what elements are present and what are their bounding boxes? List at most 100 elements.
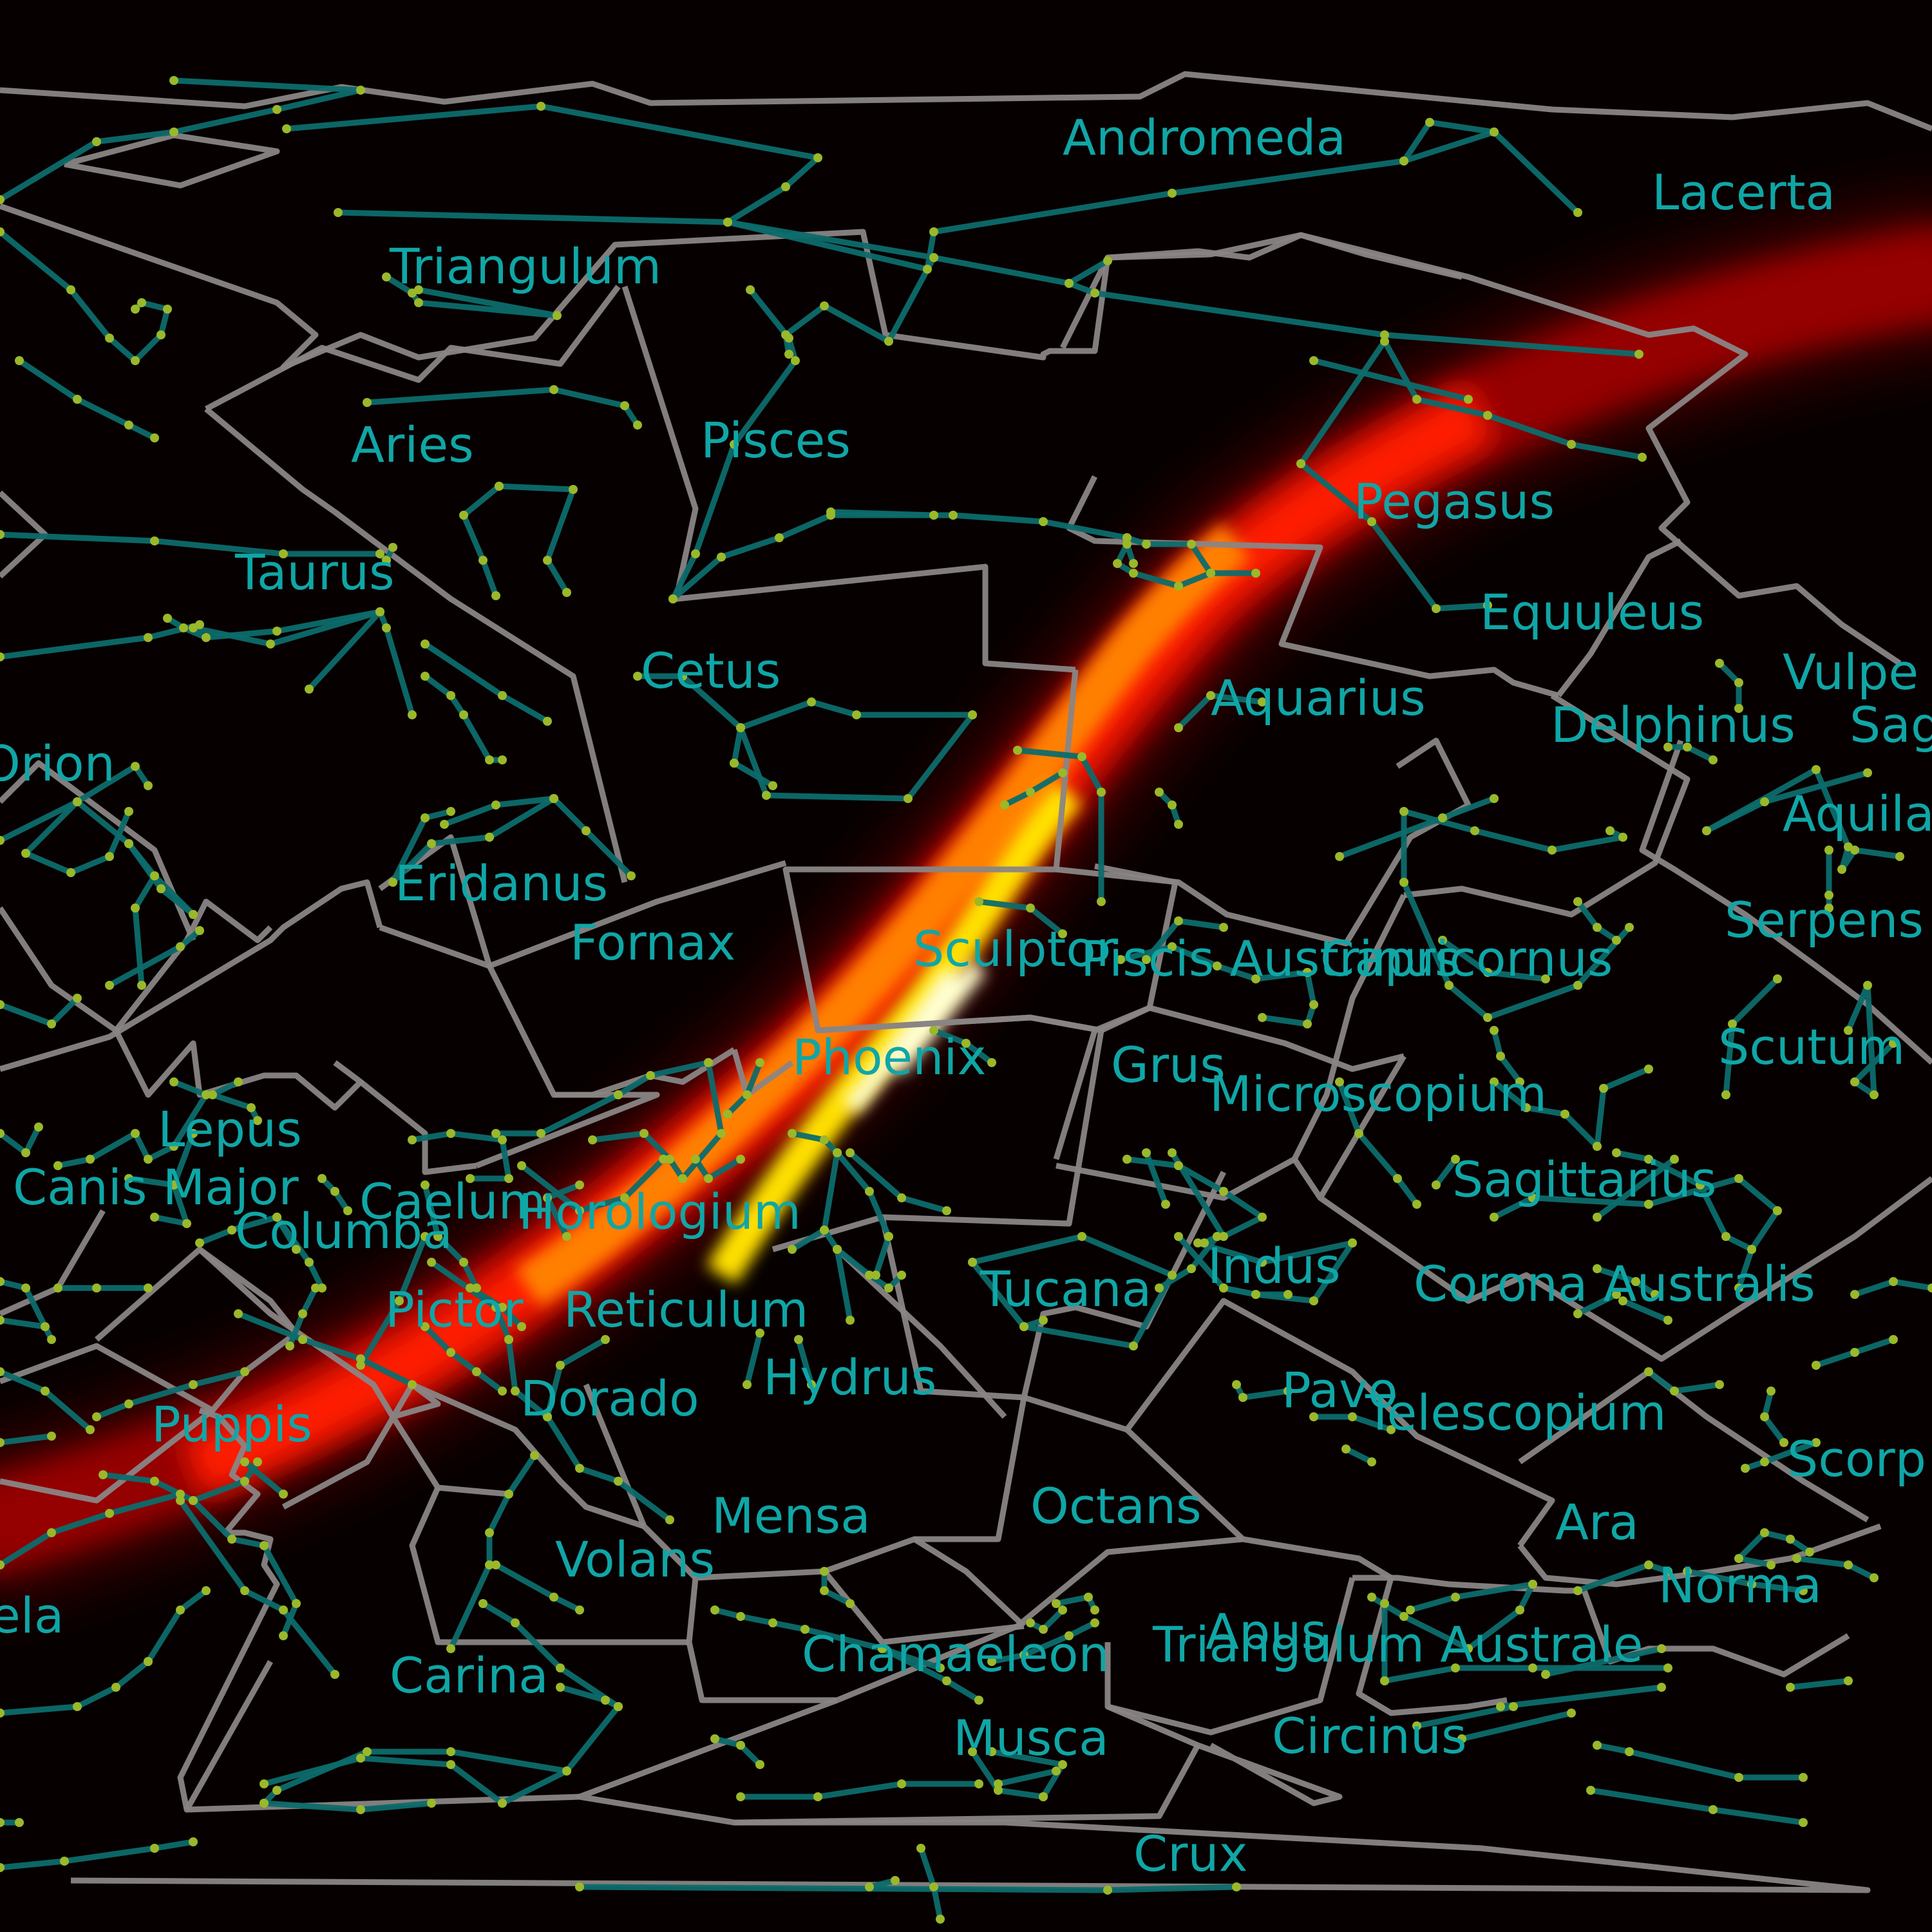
star-dot	[0, 1277, 5, 1286]
star-dot	[511, 1387, 520, 1396]
star-dot	[446, 807, 455, 816]
star-dot	[253, 1116, 262, 1125]
star-dot	[1734, 1554, 1743, 1563]
star-dot	[784, 334, 793, 343]
star-dot	[498, 1799, 507, 1808]
stick-figure-line	[989, 1620, 1098, 1665]
star-dot	[1251, 1290, 1260, 1299]
label-grus: Grus	[1111, 1036, 1226, 1094]
star-dot	[1850, 846, 1859, 855]
boundary-line	[1066, 475, 1560, 699]
stick-figure-line	[737, 699, 976, 731]
star-dot	[1870, 1090, 1879, 1099]
stick-figure-line	[1433, 1156, 1459, 1188]
stick-figure-line	[0, 229, 171, 364]
boundary-line	[621, 285, 1076, 673]
star-dot	[202, 1586, 211, 1595]
boundary-line	[204, 285, 621, 412]
star-dot	[936, 1915, 945, 1924]
star-dot	[994, 1786, 1003, 1795]
star-dot	[0, 836, 5, 845]
label-carina: Carina	[390, 1647, 549, 1704]
stick-figure-line	[1594, 1742, 1806, 1781]
star-dot	[665, 1515, 674, 1524]
star-dot	[472, 1367, 481, 1376]
star-dot	[1258, 1013, 1267, 1022]
star-dot	[1090, 1605, 1099, 1615]
label-vulpecula: Vulpe	[1783, 643, 1918, 701]
star-dot	[517, 1161, 526, 1170]
star-dot	[478, 1599, 488, 1608]
star-dot	[1799, 1773, 1808, 1782]
star-dot	[0, 1129, 5, 1138]
star-dot	[614, 1477, 623, 1486]
star-dot	[305, 685, 314, 694]
star-dot	[311, 1283, 320, 1293]
stick-figure-line	[460, 483, 502, 599]
star-dot	[0, 1000, 5, 1009]
star-dot	[446, 1129, 455, 1138]
star-dot	[1644, 1560, 1653, 1569]
star-dot	[1065, 279, 1074, 288]
stick-figure-line	[0, 799, 196, 918]
stick-figure-line	[0, 1491, 184, 1568]
star-dot	[1528, 1580, 1537, 1589]
label-lepus: Lepus	[158, 1101, 302, 1158]
label-pavo: Pavo	[1282, 1361, 1397, 1419]
star-dot	[897, 1779, 906, 1788]
star-dot	[247, 1103, 256, 1112]
star-dot	[1670, 1387, 1679, 1396]
star-dot	[0, 1709, 5, 1718]
star-dot	[1496, 1052, 1505, 1061]
star-dot	[1142, 955, 1151, 964]
star-dot	[1412, 395, 1421, 404]
star-dot	[1541, 1670, 1550, 1679]
star-dot	[73, 994, 82, 1003]
stick-figure-line	[1381, 1665, 1671, 1684]
star-dot	[1129, 569, 1138, 578]
star-dot	[929, 511, 938, 520]
star-dot	[53, 1283, 62, 1293]
star-dot	[1605, 826, 1615, 835]
boundary-line	[359, 1079, 477, 1175]
star-dot	[491, 800, 500, 810]
stick-figure-line	[145, 1587, 209, 1665]
star-dot	[1638, 453, 1647, 462]
label-horologium: Horologium	[518, 1183, 801, 1240]
star-dot	[1644, 1155, 1653, 1164]
star-dot	[1850, 1077, 1859, 1086]
star-dot	[485, 1560, 494, 1569]
star-dot	[1631, 1277, 1640, 1286]
star-dot	[1348, 1238, 1357, 1247]
star-dot	[1174, 582, 1183, 591]
star-dot	[717, 553, 726, 562]
label-ara: Ara	[1555, 1493, 1639, 1551]
star-dot	[588, 1135, 597, 1144]
star-dot	[240, 1457, 249, 1466]
label-orion: Orion	[0, 735, 115, 792]
stick-figure-line	[667, 1059, 724, 1182]
star-dot	[227, 1226, 236, 1235]
boundary-line	[914, 1397, 1027, 1542]
star-dot	[1490, 1213, 1499, 1222]
star-dot	[1232, 1882, 1241, 1891]
star-dot	[1296, 459, 1305, 468]
star-dot	[169, 1142, 178, 1151]
star-dot	[1760, 1528, 1769, 1537]
star-dot	[1251, 974, 1260, 983]
star-dot	[788, 1129, 797, 1138]
star-dot	[1760, 1412, 1769, 1421]
star-dot	[440, 820, 449, 829]
star-dot	[363, 398, 372, 407]
star-dot	[41, 1322, 50, 1331]
star-dot	[1206, 569, 1215, 578]
stick-figure-line	[16, 357, 158, 441]
star-dot	[1077, 752, 1086, 761]
star-dot	[691, 1155, 700, 1164]
constellation-labels: Andromeda Lacerta Triangulum Pisces Arie…	[0, 109, 1932, 1882]
star-dot	[298, 1309, 307, 1318]
star-dot	[356, 1805, 365, 1814]
star-dot	[388, 543, 397, 552]
star-dot	[202, 1090, 211, 1099]
star-dot	[929, 227, 938, 236]
